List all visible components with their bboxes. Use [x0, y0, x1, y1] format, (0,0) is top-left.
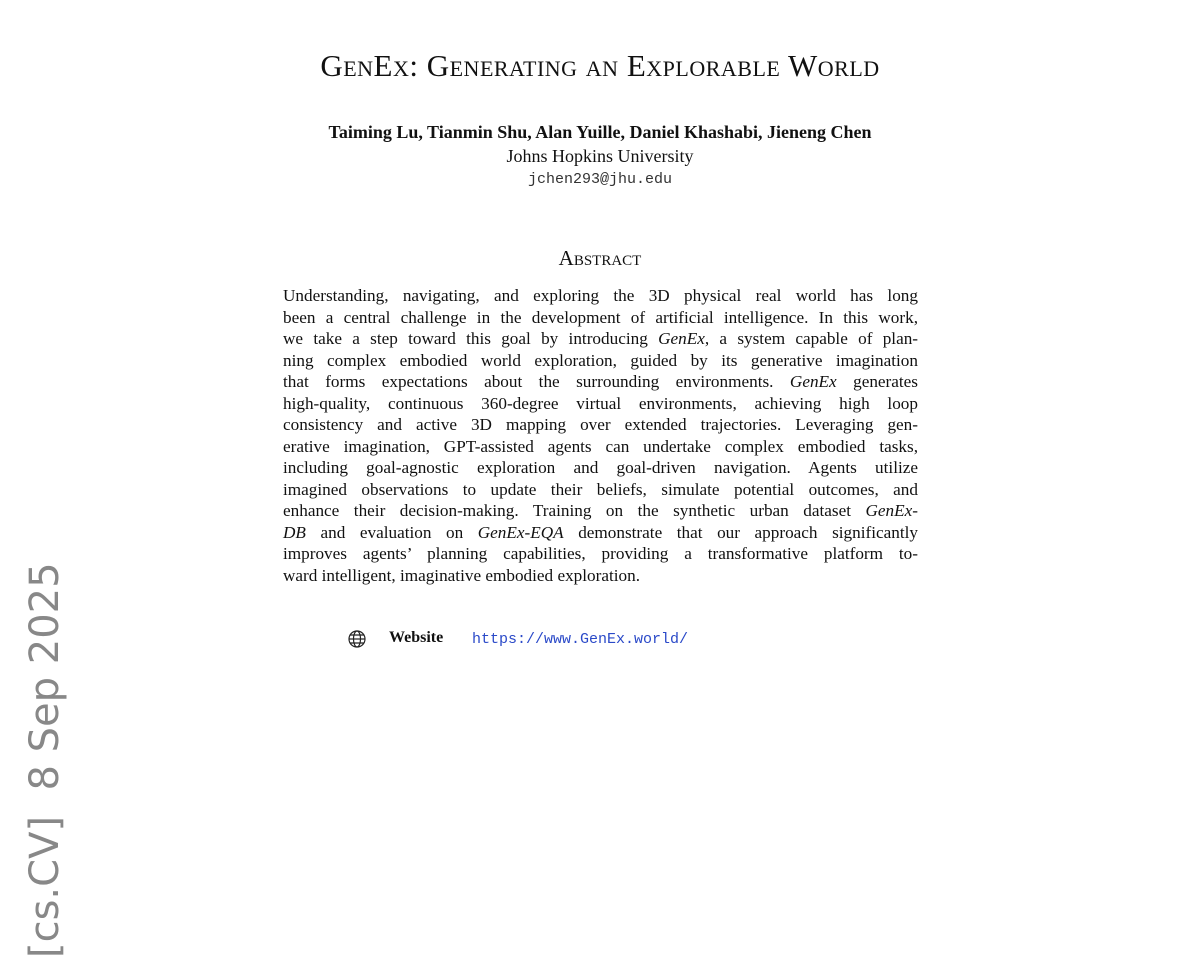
text-run: ning complex embodied world exploration,… — [283, 350, 918, 370]
text-run: including goal-agnostic exploration and … — [283, 458, 918, 477]
emphasis-run: GenEx — [658, 329, 705, 348]
text-run: , a system capable of plan- — [704, 329, 919, 348]
abstract-line: that forms expectations about the surrou… — [283, 371, 918, 393]
text-run: imagined observations to update their be… — [283, 479, 918, 499]
text-run: that forms expectations about the surrou… — [283, 372, 790, 391]
text-run: generates — [836, 372, 918, 391]
arxiv-stamp: [cs.CV] 8 Sep 2025 — [22, 562, 68, 958]
abstract-body: Understanding, navigating, and exploring… — [283, 285, 918, 586]
text-run: enhance their decision-making. Training … — [283, 501, 866, 520]
text-run: erative imagination, GPT-assisted agents… — [283, 436, 918, 456]
text-run: and evaluation on — [305, 522, 478, 542]
text-run: improves agents’ planning capabilities, … — [283, 544, 918, 563]
emphasis-run: DB — [283, 522, 306, 542]
abstract-line: including goal-agnostic exploration and … — [283, 457, 918, 479]
emphasis-run: GenEx — [789, 372, 837, 391]
globe-icon — [348, 630, 366, 648]
text-run: consistency and active 3D mapping over e… — [283, 415, 918, 434]
text-run: ward intelligent, imaginative embodied e… — [283, 565, 641, 585]
paper-title: GenEx: Generating an Explorable World — [320, 48, 880, 83]
abstract-line: consistency and active 3D mapping over e… — [283, 414, 918, 436]
abstract-heading: Abstract — [558, 246, 642, 270]
email: jchen293@jhu.edu — [527, 171, 673, 188]
abstract-line: ward intelligent, imaginative embodied e… — [283, 565, 918, 587]
text-run: been a central challenge in the developm… — [283, 307, 918, 327]
affiliation: Johns Hopkins University — [506, 146, 694, 166]
abstract-line: high-quality, continuous 360-degree virt… — [283, 393, 918, 415]
abstract-line: erative imagination, GPT-assisted agents… — [283, 436, 918, 458]
website-label: Website — [389, 629, 444, 646]
abstract-line: improves agents’ planning capabilities, … — [283, 543, 918, 565]
abstract-line: DB and evaluation on GenEx-EQA demonstra… — [283, 522, 918, 544]
abstract-line: ning complex embodied world exploration,… — [283, 350, 918, 372]
page: [cs.CV] 8 Sep 2025 GenEx: Generating an … — [22, 48, 919, 958]
text-run: high-quality, continuous 360-degree virt… — [283, 393, 918, 413]
abstract-line: enhance their decision-making. Training … — [283, 500, 918, 522]
text-run: we take a step toward this goal by intro… — [283, 329, 659, 348]
authors: Taiming Lu, Tianmin Shu, Alan Yuille, Da… — [328, 122, 872, 142]
abstract-line: been a central challenge in the developm… — [283, 307, 918, 329]
text-run: demonstrate that our approach significan… — [563, 522, 918, 542]
emphasis-run: GenEx-EQA — [477, 522, 564, 542]
emphasis-run: GenEx- — [865, 501, 919, 520]
text-run: Understanding, navigating, and exploring… — [283, 286, 918, 305]
abstract-line: we take a step toward this goal by intro… — [283, 328, 918, 350]
abstract-line: imagined observations to update their be… — [283, 479, 918, 501]
abstract-line: Understanding, navigating, and exploring… — [283, 285, 918, 307]
website-url[interactable]: https://www.GenEx.world/ — [472, 631, 689, 648]
